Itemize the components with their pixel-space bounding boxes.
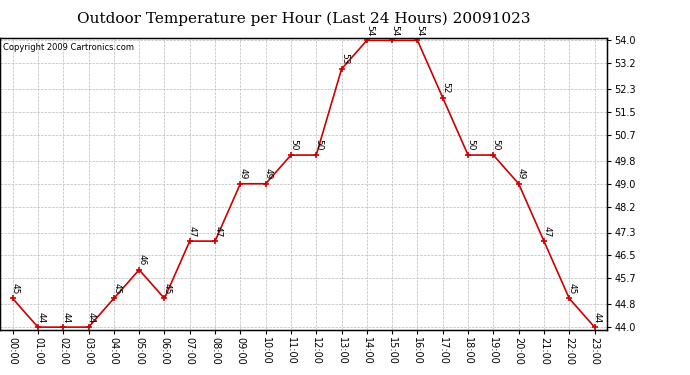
Text: 45: 45 — [11, 283, 20, 294]
Text: 46: 46 — [137, 254, 146, 266]
Text: 50: 50 — [466, 140, 475, 151]
Text: 50: 50 — [289, 140, 298, 151]
Text: 44: 44 — [87, 312, 96, 323]
Text: 44: 44 — [61, 312, 70, 323]
Text: Copyright 2009 Cartronics.com: Copyright 2009 Cartronics.com — [3, 44, 134, 52]
Text: 50: 50 — [492, 140, 501, 151]
Text: 49: 49 — [239, 168, 248, 180]
Text: 47: 47 — [188, 225, 197, 237]
Text: 49: 49 — [517, 168, 526, 180]
Text: 49: 49 — [264, 168, 273, 180]
Text: 44: 44 — [593, 312, 602, 323]
Text: 47: 47 — [542, 225, 551, 237]
Text: 54: 54 — [416, 25, 425, 36]
Text: 54: 54 — [391, 25, 400, 36]
Text: 45: 45 — [568, 283, 577, 294]
Text: 45: 45 — [163, 283, 172, 294]
Text: Outdoor Temperature per Hour (Last 24 Hours) 20091023: Outdoor Temperature per Hour (Last 24 Ho… — [77, 11, 531, 26]
Text: 50: 50 — [315, 140, 324, 151]
Text: 47: 47 — [213, 225, 222, 237]
Text: 54: 54 — [365, 25, 374, 36]
Text: 44: 44 — [37, 312, 46, 323]
Text: 45: 45 — [112, 283, 121, 294]
Text: 52: 52 — [441, 82, 450, 93]
Text: 53: 53 — [340, 53, 349, 65]
